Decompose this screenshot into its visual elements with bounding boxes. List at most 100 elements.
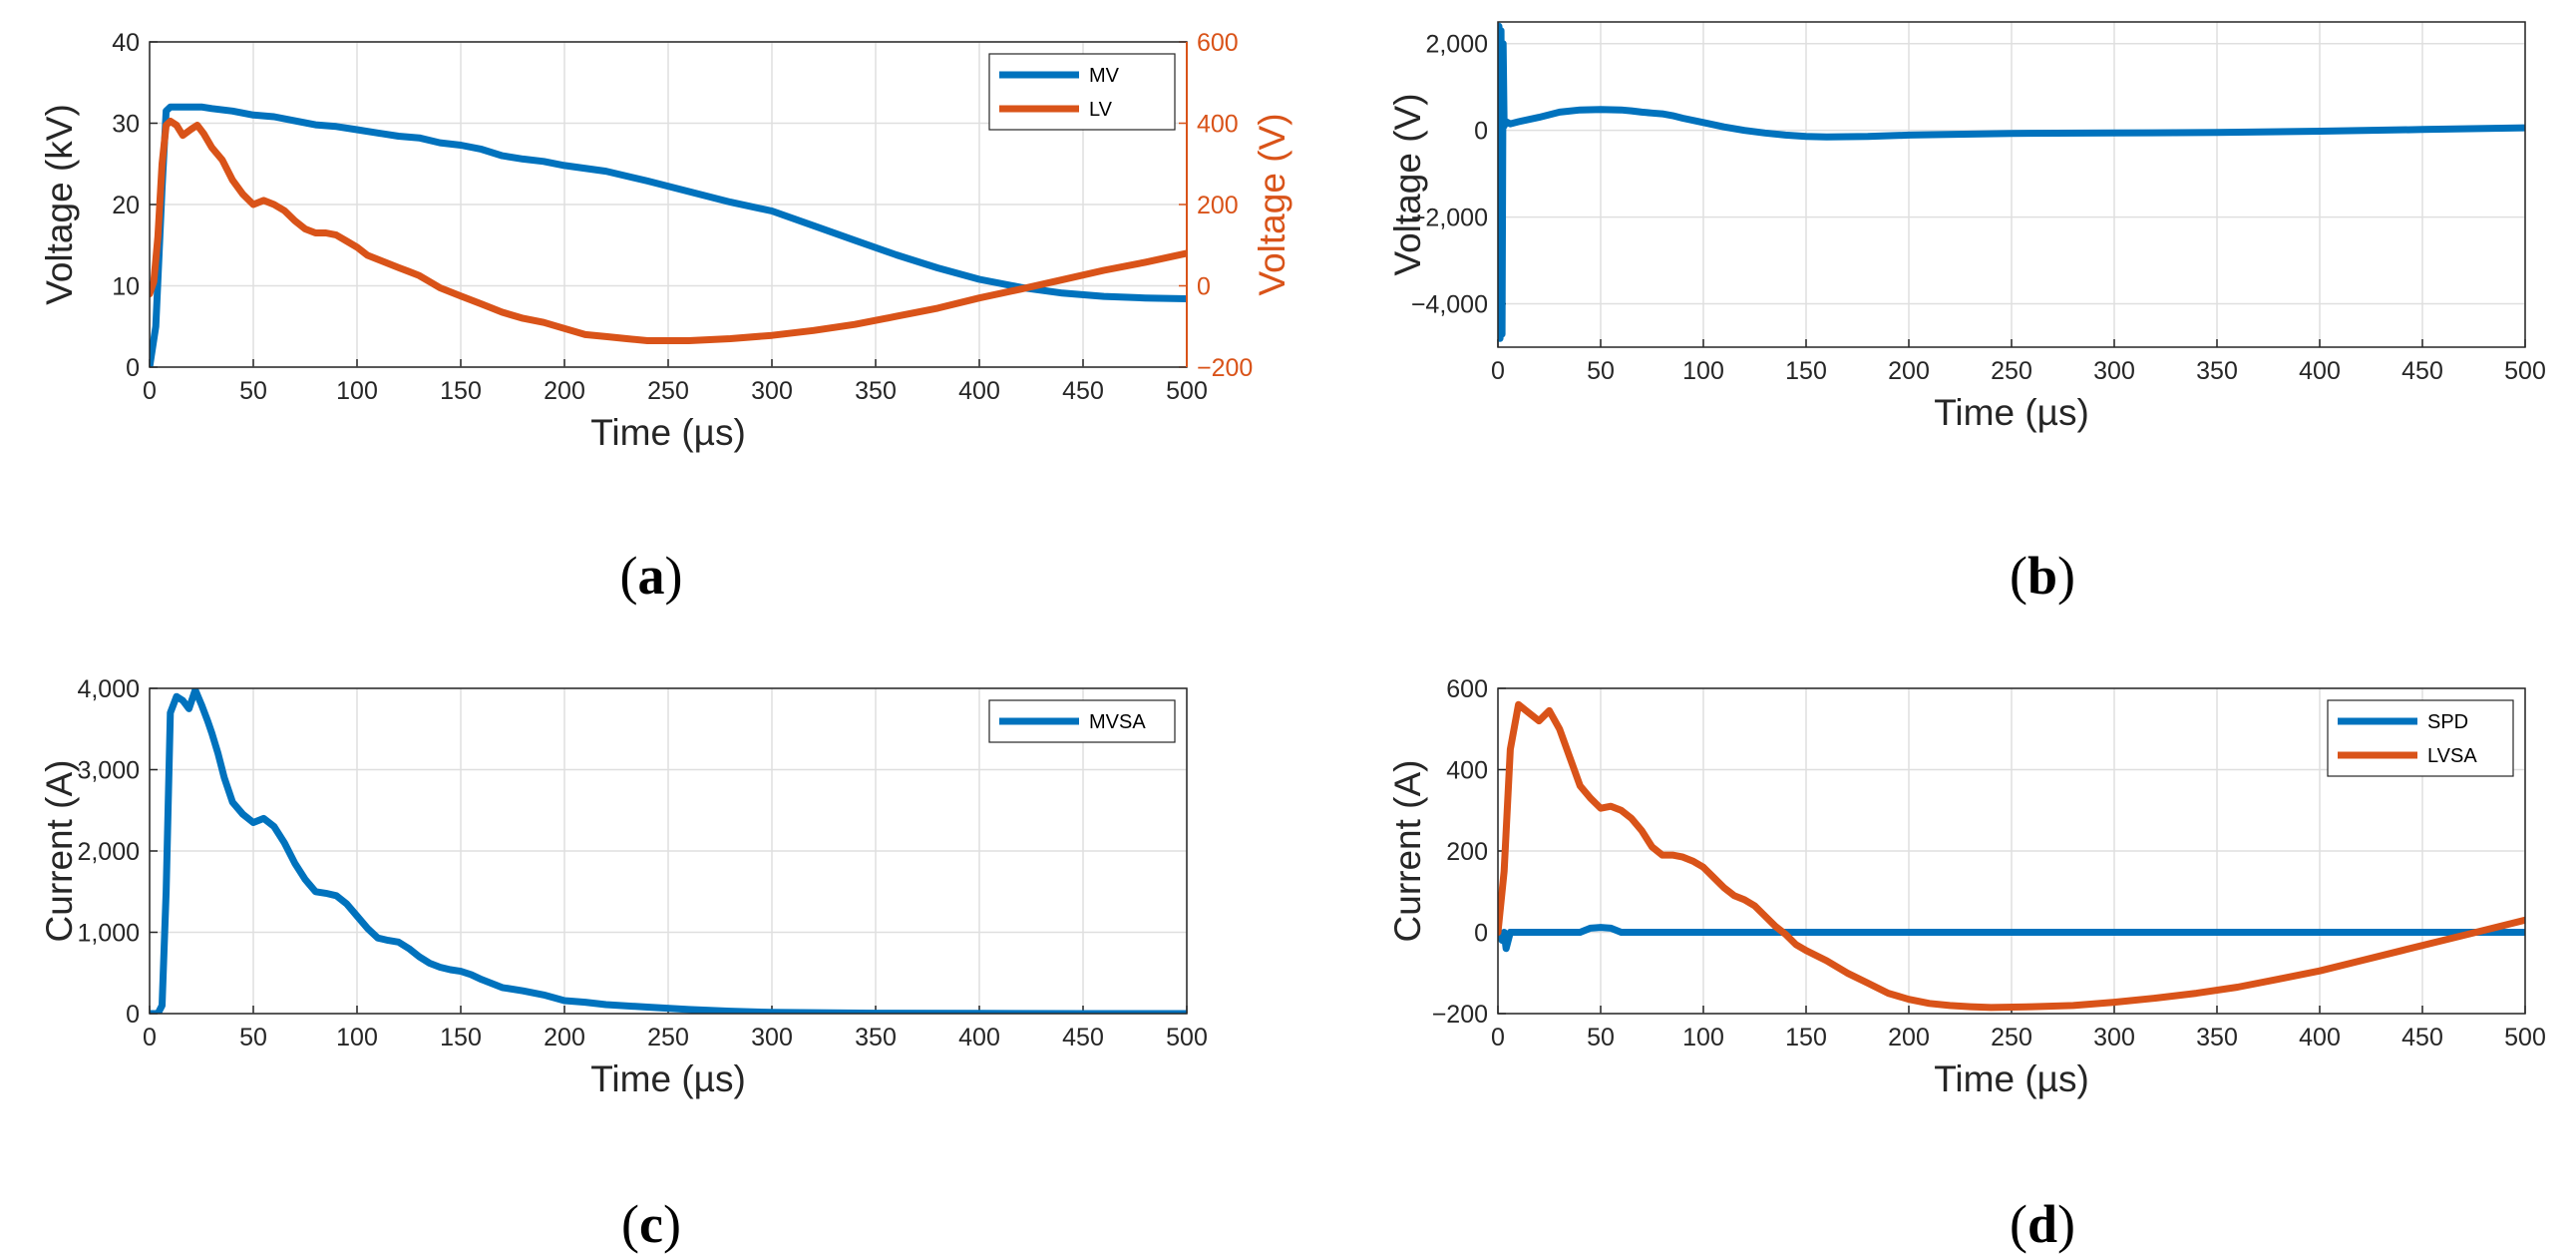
y-right-tick-label: −200 [1197, 354, 1253, 382]
x-tick-label: 0 [1491, 357, 1505, 385]
x-tick-label: 50 [239, 1024, 267, 1051]
series-line-spd [1498, 924, 2525, 953]
y-tick-label: 20 [112, 192, 140, 219]
y-tick-label: 2,000 [77, 838, 140, 866]
y-tick-label: 0 [1474, 920, 1488, 948]
x-tick-label: 350 [2196, 1024, 2238, 1051]
x-tick-label: 350 [855, 377, 897, 405]
y-tick-label: 40 [112, 29, 140, 57]
x-tick-label: 150 [1785, 1024, 1827, 1051]
caption-open-paren: ( [2010, 546, 2027, 606]
caption: (d) [2010, 1194, 2075, 1254]
y-tick-label: 10 [112, 273, 140, 301]
legend-entry: MV [1089, 65, 1120, 87]
series-line-lvsa [1498, 700, 2525, 1012]
x-tick-label: 400 [2299, 1024, 2341, 1051]
chart-d: 0 50 100 150 200 250 300 350 400 450 500−200020040… [1387, 675, 2546, 1254]
x-tick-label: 250 [1991, 357, 2032, 385]
x-tick-label: 500 [2504, 357, 2546, 385]
x-tick-label: 100 [336, 1024, 378, 1051]
caption-close-paren: ) [665, 546, 683, 606]
axes-box [1497, 687, 2526, 1015]
caption-close-paren: ) [2057, 1194, 2075, 1254]
chart-a: 0 50 100 150 200 250 300 350 400 450 500 0 10 20 30 40 −… [39, 29, 1292, 606]
x-tick-label: 200 [1888, 357, 1930, 385]
y-tick-label: 4,000 [77, 675, 140, 703]
y-axis-label: Voltage (kV) [39, 104, 80, 305]
y-tick-label: 0 [126, 1001, 140, 1029]
x-tick-label: 250 [647, 1024, 689, 1051]
x-tick-label: 350 [2196, 357, 2238, 385]
x-tick-label: 200 [544, 377, 585, 405]
y-tick-label: 0 [1474, 118, 1488, 146]
y-axis-label: Current (A) [39, 760, 80, 943]
legend-entry: SPD [2427, 711, 2468, 733]
caption: (b) [2010, 546, 2075, 606]
y-tick-label: 200 [1446, 838, 1488, 866]
y-tick-label: 400 [1446, 757, 1488, 785]
caption-letter: a [638, 546, 665, 606]
caption: (a) [620, 546, 683, 606]
caption-open-paren: ( [2010, 1194, 2027, 1254]
x-tick-label: 150 [1785, 357, 1827, 385]
y-tick-label: 3,000 [77, 757, 140, 785]
series-line-b [1498, 22, 2525, 342]
chart-b: 0 50 100 150 200 250 300 350 400 450 500 −4,000 −2,0… [1387, 21, 2546, 606]
x-tick-label: 50 [1587, 1024, 1615, 1051]
caption-open-paren: ( [620, 546, 638, 606]
y-right-tick-label: 600 [1197, 29, 1239, 57]
legend: SPD LVSA [2327, 699, 2514, 777]
y-tick-label: 1,000 [77, 920, 140, 948]
y-right-tick-label: 200 [1197, 192, 1239, 219]
y-tick-label: −2,000 [1411, 205, 1488, 232]
y-tick-label: 600 [1446, 675, 1488, 703]
x-tick-label: 250 [1991, 1024, 2032, 1051]
y-tick-label: −200 [1432, 1001, 1488, 1029]
x-tick-label: 100 [1682, 1024, 1724, 1051]
caption: (c) [621, 1194, 681, 1254]
y-right-tick-label: 0 [1197, 273, 1211, 301]
legend-entry: MVSA [1089, 711, 1146, 733]
axes-box [1497, 21, 2526, 348]
series-line-lv [150, 118, 1187, 344]
legend-box [2327, 699, 2514, 777]
y-axis-label: Current (A) [1387, 760, 1428, 943]
y-right-axis-label: Voltage (V) [1252, 113, 1292, 295]
y-tick-label: 30 [112, 111, 140, 139]
x-tick-label: 400 [958, 1024, 1000, 1051]
x-tick-label: 400 [2299, 357, 2341, 385]
x-tick-label: 0 [1491, 1024, 1505, 1051]
legend: MV LV [988, 53, 1176, 131]
caption-close-paren: ) [2057, 546, 2075, 606]
caption-letter: b [2027, 546, 2057, 606]
x-tick-label: 150 [440, 1024, 482, 1051]
legend-entry: LVSA [2427, 745, 2477, 767]
x-tick-label: 250 [647, 377, 689, 405]
x-tick-label: 50 [239, 377, 267, 405]
caption-letter: c [639, 1194, 663, 1254]
y-tick-label: 2,000 [1425, 31, 1488, 59]
x-tick-label: 450 [2401, 357, 2443, 385]
x-tick-label: 150 [440, 377, 482, 405]
x-tick-label: 200 [1888, 1024, 1930, 1051]
x-tick-label: 300 [751, 1024, 793, 1051]
legend: MVSA [988, 699, 1176, 743]
series-line-mv [150, 103, 1187, 367]
caption-close-paren: ) [663, 1194, 681, 1254]
x-tick-label: 450 [1062, 377, 1104, 405]
x-tick-label: 200 [544, 1024, 585, 1051]
caption-open-paren: ( [621, 1194, 639, 1254]
y-right-tick-label: 400 [1197, 111, 1239, 139]
x-tick-label: 50 [1587, 357, 1615, 385]
x-tick-label: 500 [1166, 377, 1208, 405]
chart-c: 0 50 100 150 200 250 300 350 400 450 500 0 1,000 2,00… [39, 675, 1208, 1254]
y-tick-label: 0 [126, 354, 140, 382]
x-tick-label: 300 [751, 377, 793, 405]
y-axis-label: Voltage (V) [1387, 93, 1428, 275]
charts-container: 0 50 100 150 200 250 300 350 400 450 500010203040−… [39, 21, 2546, 1254]
legend-box [988, 53, 1176, 131]
x-tick-label: 100 [336, 377, 378, 405]
x-axis-label: Time (µs) [1934, 1058, 2089, 1099]
x-tick-label: 400 [958, 377, 1000, 405]
